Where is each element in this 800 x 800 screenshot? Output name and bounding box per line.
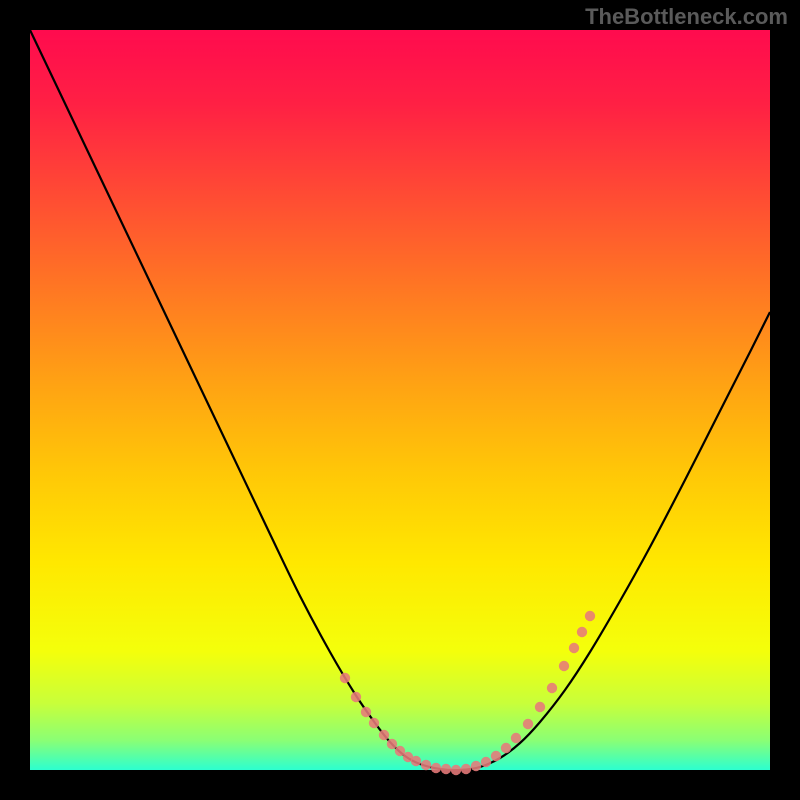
highlight-dot bbox=[559, 661, 569, 671]
highlight-dot bbox=[461, 764, 471, 774]
plot-background bbox=[30, 30, 770, 770]
highlight-dot bbox=[379, 730, 389, 740]
highlight-dot bbox=[387, 739, 397, 749]
highlight-dot bbox=[471, 761, 481, 771]
highlight-dot bbox=[535, 702, 545, 712]
highlight-dot bbox=[340, 673, 350, 683]
highlight-dot bbox=[547, 683, 557, 693]
highlight-dot bbox=[441, 764, 451, 774]
highlight-dot bbox=[501, 743, 511, 753]
highlight-dot bbox=[577, 627, 587, 637]
highlight-dot bbox=[451, 765, 461, 775]
highlight-dot bbox=[361, 707, 371, 717]
highlight-dot bbox=[569, 643, 579, 653]
highlight-dot bbox=[523, 719, 533, 729]
highlight-dot bbox=[491, 751, 501, 761]
highlight-dot bbox=[351, 692, 361, 702]
highlight-dot bbox=[411, 756, 421, 766]
highlight-dot bbox=[369, 718, 379, 728]
highlight-dot bbox=[511, 733, 521, 743]
highlight-dot bbox=[421, 760, 431, 770]
highlight-dot bbox=[481, 757, 491, 767]
highlight-dot bbox=[431, 763, 441, 773]
watermark-text: TheBottleneck.com bbox=[585, 4, 788, 30]
highlight-dot bbox=[585, 611, 595, 621]
chart-svg bbox=[0, 0, 800, 800]
